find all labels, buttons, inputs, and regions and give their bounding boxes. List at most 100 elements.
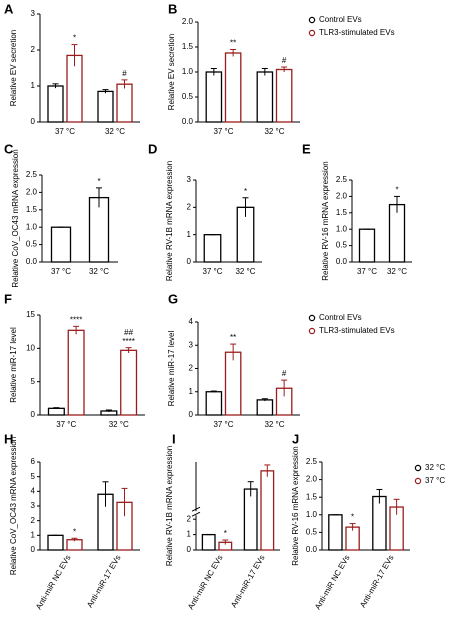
y-tick-label: 0 bbox=[187, 545, 192, 554]
bar bbox=[256, 71, 274, 123]
significance: * bbox=[73, 34, 76, 43]
bar bbox=[50, 226, 72, 263]
y-axis-label: Relative RV-1B mRNA expression bbox=[165, 446, 174, 566]
x-tick-label: Anti-miR NC EVs bbox=[186, 554, 224, 612]
bar bbox=[67, 329, 85, 416]
panel-label: I bbox=[172, 431, 176, 446]
y-tick-label: 1.5 bbox=[336, 208, 348, 217]
break-mark bbox=[191, 511, 201, 517]
y-tick-label: 2 bbox=[189, 364, 194, 373]
y-tick-label: 0.5 bbox=[306, 528, 318, 537]
legend-label: TLR3-stimulated EVs bbox=[319, 326, 395, 335]
bar bbox=[120, 349, 138, 416]
y-tick-label: 0.5 bbox=[26, 240, 38, 249]
panel-label: B bbox=[168, 1, 177, 16]
significance: ## bbox=[124, 328, 133, 337]
significance: * bbox=[244, 187, 247, 196]
y-tick-label: 1 bbox=[189, 387, 194, 396]
significance: * bbox=[224, 529, 227, 538]
y-tick-label: 2.5 bbox=[26, 170, 38, 179]
y-tick-label: 6 bbox=[31, 457, 36, 466]
x-tick-label: 32 °C bbox=[109, 420, 129, 429]
y-tick-label: 2 bbox=[31, 516, 36, 525]
y-tick-label: 2.0 bbox=[336, 192, 348, 201]
y-tick-label: 0.0 bbox=[26, 257, 38, 266]
x-tick-label: Anti-miR-17 EVs bbox=[229, 554, 266, 610]
legend-marker bbox=[308, 327, 316, 335]
bar bbox=[260, 470, 275, 551]
panel-label: F bbox=[4, 291, 12, 306]
x-tick-label: 37 °C bbox=[213, 420, 233, 429]
x-tick-label: 32 °C bbox=[89, 267, 109, 276]
bar bbox=[47, 534, 64, 551]
bar bbox=[116, 83, 133, 123]
y-tick-label: 1 bbox=[31, 81, 36, 90]
y-tick-label: 0.0 bbox=[306, 545, 318, 554]
bar bbox=[224, 351, 242, 416]
significance: # bbox=[122, 69, 127, 78]
bar bbox=[358, 228, 376, 263]
y-tick-label: 1 bbox=[187, 230, 192, 239]
significance: * bbox=[97, 177, 100, 186]
y-tick-label: 1.5 bbox=[306, 492, 318, 501]
legend-label: 32 °C bbox=[425, 463, 445, 472]
bar bbox=[66, 539, 83, 551]
panel-label: C bbox=[4, 141, 14, 156]
y-axis-label: Relative RV-1B mRNA expression bbox=[165, 161, 174, 281]
y-tick-label: 10 bbox=[26, 343, 35, 352]
bar bbox=[243, 488, 258, 551]
legend-label: 37 °C bbox=[425, 476, 445, 485]
y-tick-label: 1.0 bbox=[306, 510, 318, 519]
y-tick-label: 0 bbox=[31, 117, 36, 126]
significance: * bbox=[351, 513, 354, 522]
y-tick-label: 1.5 bbox=[26, 205, 38, 214]
legend-label: TLR3-stimulated EVs bbox=[319, 28, 395, 37]
bar bbox=[388, 203, 406, 263]
y-tick-label: 2.0 bbox=[306, 475, 318, 484]
bar bbox=[97, 90, 114, 123]
y-tick-label: 2 bbox=[31, 45, 36, 54]
bar bbox=[328, 514, 343, 551]
x-tick-label: 32 °C bbox=[105, 127, 125, 136]
bar bbox=[275, 68, 293, 123]
panel-label: D bbox=[148, 141, 157, 156]
y-tick-label: 0 bbox=[31, 410, 36, 419]
bar bbox=[205, 391, 223, 416]
bar bbox=[201, 533, 216, 551]
x-tick-label: 37 °C bbox=[213, 127, 233, 136]
x-tick-label: 32 °C bbox=[387, 267, 407, 276]
y-axis-label: Relative miR-17 level bbox=[9, 327, 18, 403]
x-tick-label: 32 °C bbox=[235, 267, 255, 276]
y-tick-label: 5 bbox=[31, 472, 36, 481]
break-mark bbox=[191, 506, 201, 512]
x-tick-label: 37 °C bbox=[357, 267, 377, 276]
bar bbox=[47, 407, 65, 416]
y-tick-label: 2.5 bbox=[306, 457, 318, 466]
x-tick-label: 32 °C bbox=[264, 420, 284, 429]
y-tick-label: 0 bbox=[189, 410, 194, 419]
legend-marker bbox=[414, 464, 422, 472]
significance: * bbox=[73, 527, 76, 536]
y-axis-label: Relative EV secretion bbox=[9, 30, 18, 106]
panel-label: H bbox=[4, 431, 13, 446]
y-tick-label: 0 bbox=[187, 257, 192, 266]
y-tick-label: 2.0 bbox=[182, 17, 194, 26]
legend-label: Control EVs bbox=[319, 15, 362, 24]
significance: # bbox=[282, 56, 287, 65]
y-axis-label: Relative CoV_OC43 mRNA expression bbox=[11, 149, 20, 287]
panel-label: A bbox=[4, 1, 14, 16]
bar bbox=[203, 234, 222, 263]
y-axis-label: Relative EV secretion bbox=[167, 34, 176, 110]
y-axis-label: Relative CoV_OC43 mRNA expression bbox=[9, 437, 18, 575]
y-tick-label: 5 bbox=[31, 377, 36, 386]
legend-marker bbox=[308, 314, 316, 322]
y-tick-label: 0.0 bbox=[182, 117, 194, 126]
x-tick-label: 37 °C bbox=[51, 267, 71, 276]
y-tick-label: 1 bbox=[31, 530, 36, 539]
y-axis-label: Relative miR-17 level bbox=[167, 330, 176, 406]
panel-label: J bbox=[292, 431, 299, 446]
x-tick-label: Anti-miR-17 EVs bbox=[358, 554, 395, 610]
significance: ** bbox=[230, 39, 236, 48]
y-tick-label: 0.5 bbox=[336, 241, 348, 250]
significance: * bbox=[395, 186, 398, 195]
